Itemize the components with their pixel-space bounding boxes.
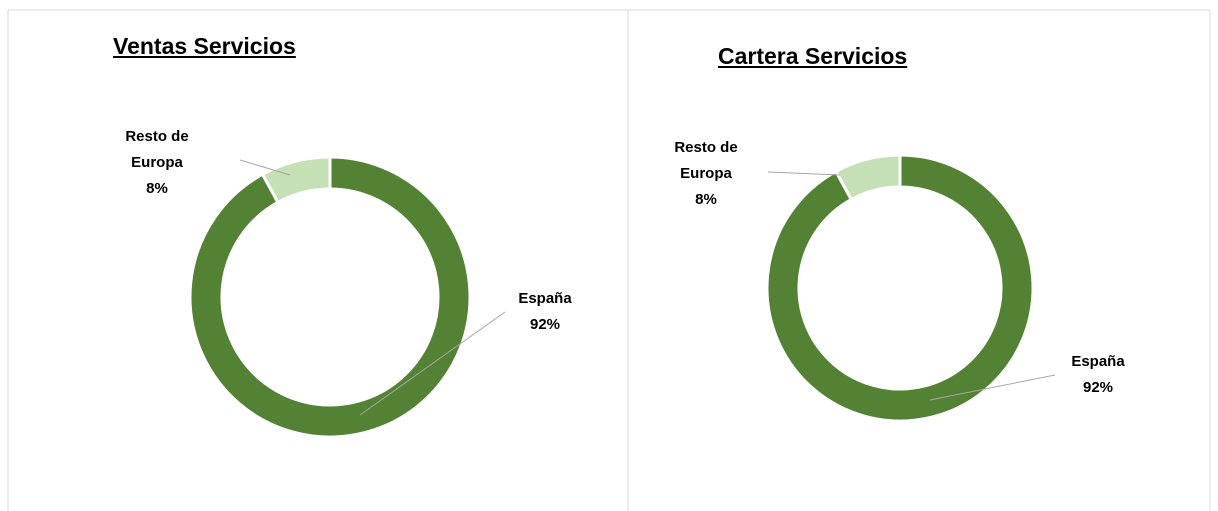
chart-title: Ventas Servicios xyxy=(113,33,296,59)
data-label: Resto de Europa 8% xyxy=(651,135,761,213)
category-label: España xyxy=(518,290,572,307)
data-label: España 92% xyxy=(1043,349,1153,401)
leader-line xyxy=(359,311,506,416)
value-label: 8% xyxy=(146,180,168,197)
value-label: 8% xyxy=(695,191,717,208)
donut-segment xyxy=(188,155,472,439)
donut-segment xyxy=(833,153,902,202)
leader-line xyxy=(239,159,291,176)
category-label: Resto de Europa xyxy=(674,139,738,182)
data-label: Resto de Europa 8% xyxy=(102,124,212,202)
chart-title: Cartera Servicios xyxy=(718,43,908,69)
donut-segment xyxy=(765,153,1035,423)
value-label: 92% xyxy=(1082,379,1114,396)
data-label: España 92% xyxy=(490,286,600,338)
category-label: España xyxy=(1071,353,1125,370)
value-label: 92% xyxy=(529,316,561,333)
donut-segment xyxy=(260,155,332,205)
leader-line xyxy=(767,171,841,176)
leader-line xyxy=(929,374,1056,401)
category-label: Resto de Europa xyxy=(125,128,189,171)
